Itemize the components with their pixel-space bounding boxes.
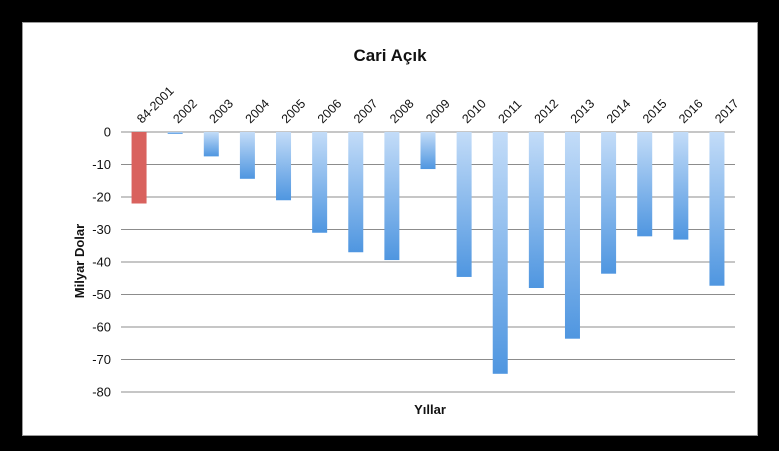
y-tick-label: -80 bbox=[92, 385, 111, 400]
bar-2003 bbox=[203, 132, 219, 157]
chart-frame: Cari Açık 0 -10 -20 -30 -40 -50 -60 -70 -80 84-2… bbox=[22, 22, 758, 436]
bar-2014 bbox=[601, 132, 617, 274]
y-tick-label: -60 bbox=[92, 320, 111, 335]
x-category-label: 2013 bbox=[568, 97, 598, 127]
x-category-label: 2014 bbox=[604, 97, 634, 127]
y-tick-label: -20 bbox=[92, 190, 111, 205]
x-category-label: 2008 bbox=[387, 97, 417, 127]
x-category-label: 2012 bbox=[532, 97, 562, 127]
x-category-label: 2011 bbox=[495, 97, 524, 126]
bar-2007 bbox=[348, 132, 364, 253]
bar-2015 bbox=[637, 132, 653, 237]
x-category-label: 2007 bbox=[351, 97, 381, 127]
bar-2009 bbox=[420, 132, 436, 170]
bar-2016 bbox=[673, 132, 689, 240]
x-category-label: 2006 bbox=[315, 97, 345, 127]
bar-2010 bbox=[456, 132, 472, 277]
x-category-label: 2003 bbox=[207, 97, 237, 127]
bar-2017 bbox=[709, 132, 725, 286]
x-category-label: 2016 bbox=[676, 97, 706, 127]
y-axis-ticks: 0 -10 -20 -30 -40 -50 -60 -70 -80 bbox=[92, 125, 111, 400]
x-category-label: 2002 bbox=[170, 97, 200, 127]
x-category-label: 2015 bbox=[640, 97, 670, 127]
bars bbox=[131, 132, 725, 374]
y-tick-label: -30 bbox=[92, 222, 111, 237]
bar-chart: Cari Açık 0 -10 -20 -30 -40 -50 -60 -70 -80 84-2… bbox=[72, 46, 742, 417]
bar-2008 bbox=[384, 132, 400, 261]
y-tick-label: -70 bbox=[92, 352, 111, 367]
gridlines bbox=[121, 131, 735, 393]
chart-title: Cari Açık bbox=[353, 46, 427, 65]
x-category-label: 2017 bbox=[712, 97, 742, 127]
bar-2004 bbox=[239, 132, 255, 179]
x-category-label: 2005 bbox=[279, 97, 309, 127]
x-category-label: 2010 bbox=[459, 97, 489, 127]
y-tick-label: -10 bbox=[92, 157, 111, 172]
x-category-label: 2004 bbox=[243, 97, 273, 127]
x-category-label: 84-2001 bbox=[134, 84, 176, 126]
bar-2011 bbox=[492, 132, 508, 374]
bar-2005 bbox=[276, 132, 292, 201]
bar-2012 bbox=[528, 132, 544, 288]
y-tick-label: 0 bbox=[104, 125, 111, 140]
y-tick-label: -50 bbox=[92, 287, 111, 302]
bar-2002 bbox=[167, 132, 183, 134]
bar-2013 bbox=[564, 132, 580, 339]
bar-84-2001 bbox=[131, 132, 147, 204]
x-category-label: 2009 bbox=[423, 97, 453, 127]
y-tick-label: -40 bbox=[92, 255, 111, 270]
x-axis-label: Yıllar bbox=[414, 402, 446, 417]
y-axis-label: Milyar Dolar bbox=[72, 224, 87, 298]
bar-2006 bbox=[312, 132, 328, 233]
